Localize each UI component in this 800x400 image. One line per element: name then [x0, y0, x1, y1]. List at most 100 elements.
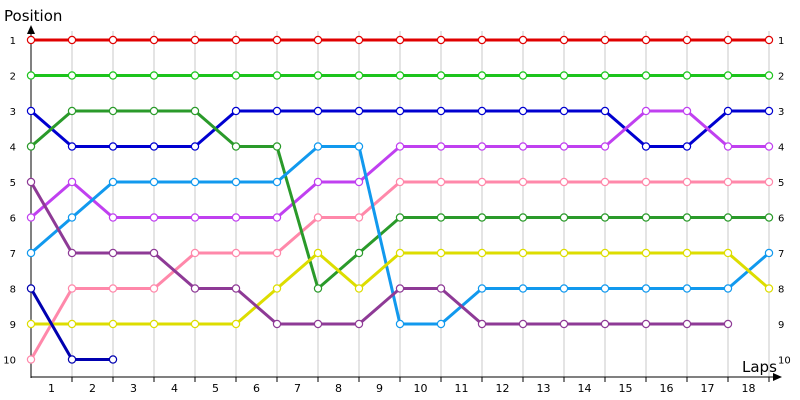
series-point-1 — [313, 35, 323, 45]
series-point-6 — [26, 142, 36, 151]
x-tick-label: 9 — [376, 382, 383, 395]
series-point-2 — [149, 71, 159, 80]
series-point-4 — [641, 106, 651, 116]
series-point-6 — [313, 284, 323, 293]
x-tick-label: 12 — [496, 382, 510, 395]
y-tick-label-right: 10 — [778, 356, 791, 367]
series-point-8 — [313, 248, 323, 258]
series-point-2 — [436, 71, 446, 80]
series-point-6 — [641, 213, 651, 222]
series-point-1 — [764, 35, 774, 45]
series-point-2 — [231, 71, 241, 80]
series-point-4 — [67, 177, 77, 187]
x-tick-label: 15 — [619, 382, 633, 395]
series-point-1 — [559, 35, 569, 45]
x-axis-title: Laps — [742, 358, 777, 376]
grid-lines — [30, 31, 770, 377]
series-point-4 — [723, 142, 733, 151]
y-tick-label-right: 8 — [778, 285, 784, 296]
y-tick-label-left: 5 — [10, 178, 16, 189]
series-point-5 — [190, 248, 200, 258]
x-tick-label: 17 — [701, 382, 715, 395]
series-point-6 — [559, 213, 569, 222]
series-point-3 — [354, 106, 364, 116]
series-point-5 — [764, 177, 774, 187]
series-point-1 — [723, 35, 733, 45]
series-point-8 — [149, 319, 159, 329]
series-point-6 — [190, 106, 200, 116]
series-point-10 — [67, 355, 77, 364]
series-point-7 — [149, 177, 159, 187]
series-point-1 — [354, 35, 364, 45]
series-point-4 — [190, 213, 200, 222]
series-point-5 — [641, 177, 651, 187]
series-point-8 — [395, 248, 405, 258]
series-point-7 — [436, 319, 446, 329]
series-point-2 — [682, 71, 692, 80]
series-point-2 — [108, 71, 118, 80]
series-point-9 — [108, 248, 118, 258]
series-point-9 — [26, 177, 36, 187]
x-tick-label: 7 — [294, 382, 301, 395]
series-point-2 — [559, 71, 569, 80]
series-point-1 — [231, 35, 241, 45]
y-tick-label-left: 3 — [10, 107, 16, 118]
series-point-8 — [67, 319, 77, 329]
series-point-6 — [67, 106, 77, 116]
series-point-4 — [764, 142, 774, 151]
series-points — [26, 35, 774, 364]
series-point-4 — [436, 142, 446, 151]
y-tick-label-left: 2 — [10, 72, 16, 83]
series-point-3 — [231, 106, 241, 116]
series-point-2 — [67, 71, 77, 80]
x-tick-label: 2 — [89, 382, 96, 395]
series-point-3 — [313, 106, 323, 116]
series-point-1 — [26, 35, 36, 45]
series-point-5 — [26, 355, 36, 364]
series-point-3 — [723, 106, 733, 116]
series-point-6 — [723, 213, 733, 222]
series-point-3 — [518, 106, 528, 116]
series-point-8 — [272, 284, 282, 293]
y-axis-arrow — [27, 25, 35, 34]
series-point-1 — [108, 35, 118, 45]
series-point-10 — [26, 284, 36, 293]
x-tick-label: 5 — [212, 382, 219, 395]
series-point-4 — [26, 213, 36, 222]
series-line-9 — [29, 180, 730, 326]
series-point-2 — [518, 71, 528, 80]
series-point-3 — [272, 106, 282, 116]
series-point-3 — [559, 106, 569, 116]
series-point-6 — [108, 106, 118, 116]
series-point-2 — [354, 71, 364, 80]
series-point-2 — [723, 71, 733, 80]
series-point-3 — [149, 142, 159, 151]
series-point-7 — [518, 284, 528, 293]
series-point-9 — [641, 319, 651, 329]
series-point-2 — [395, 71, 405, 80]
series-point-4 — [108, 213, 118, 222]
series-point-8 — [354, 284, 364, 293]
series-point-3 — [764, 106, 774, 116]
x-tick-label: 1 — [48, 382, 55, 395]
series-point-6 — [682, 213, 692, 222]
series-point-3 — [436, 106, 446, 116]
series-point-5 — [600, 177, 610, 187]
x-tick-label: 11 — [455, 382, 469, 395]
series-point-4 — [518, 142, 528, 151]
series-point-8 — [600, 248, 610, 258]
series-point-4 — [682, 106, 692, 116]
series-point-7 — [190, 177, 200, 187]
series-point-5 — [395, 177, 405, 187]
series-point-1 — [190, 35, 200, 45]
series-point-1 — [149, 35, 159, 45]
series-point-4 — [395, 142, 405, 151]
series-point-7 — [313, 142, 323, 151]
series-point-7 — [477, 284, 487, 293]
series-point-6 — [395, 213, 405, 222]
series-point-7 — [641, 284, 651, 293]
series-point-7 — [231, 177, 241, 187]
series-point-1 — [477, 35, 487, 45]
series-point-2 — [272, 71, 282, 80]
series-point-3 — [600, 106, 610, 116]
